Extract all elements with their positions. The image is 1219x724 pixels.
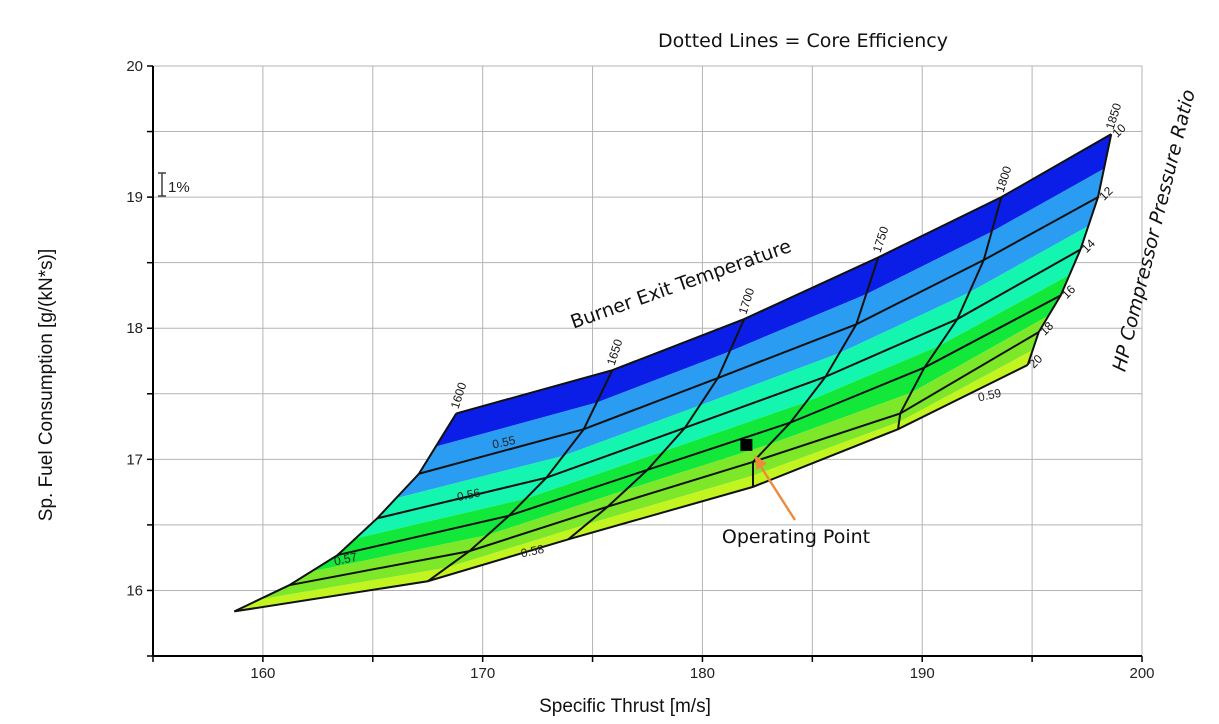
y-tick-label: 16 — [126, 582, 143, 599]
temperature-label: 1750 — [870, 224, 892, 254]
pressure-ratio-line — [456, 133, 1112, 415]
x-tick-label: 180 — [690, 665, 715, 682]
x-tick-label: 200 — [1129, 665, 1154, 682]
temperature-label: 1700 — [736, 286, 758, 316]
x-tick-label: 160 — [250, 665, 275, 682]
color-band — [377, 225, 1089, 519]
x-axis-title: Specific Thrust [m/s] — [539, 696, 711, 717]
pressure-ratio-line — [376, 248, 1081, 520]
temperature-line — [567, 318, 746, 541]
scale-marker: 1% — [158, 172, 190, 197]
color-band — [337, 274, 1070, 556]
temperature-label: 1600 — [448, 380, 470, 410]
temperature-label: 1800 — [993, 164, 1015, 194]
carpet-mesh — [233, 133, 1113, 613]
temperature-line — [427, 369, 614, 583]
pressure-ratio-bands — [234, 134, 1112, 612]
temperature-line — [233, 412, 458, 613]
pressure-ratio-line — [234, 364, 1029, 613]
scale-marker-label: 1% — [168, 179, 190, 196]
x-tick-label: 170 — [470, 665, 495, 682]
color-band — [395, 197, 1099, 499]
color-band — [435, 134, 1112, 447]
temperature-line — [897, 196, 1003, 430]
operating-point-arrowhead — [754, 454, 767, 470]
pressure-ratio-line — [289, 331, 1040, 587]
y-axis-title: Sp. Fuel Consumption [g/(kN*s)] — [36, 249, 57, 521]
core-efficiency-label: 0.57 — [333, 550, 359, 569]
core-efficiency-label: 0.55 — [491, 433, 517, 452]
y-tick-label: 19 — [126, 189, 143, 206]
operating-point-annotation: Operating Point — [722, 438, 870, 548]
chart-title: Dotted Lines = Core Efficiency — [658, 30, 948, 52]
y-tick-label: 18 — [126, 320, 143, 337]
operating-point-label: Operating Point — [722, 526, 870, 548]
color-band — [355, 249, 1081, 539]
y-tick-label: 20 — [126, 58, 143, 75]
temperature-label: 1650 — [604, 337, 626, 367]
pressure-ratio-line — [418, 196, 1099, 475]
color-band — [418, 168, 1104, 474]
core-efficiency-label: 0.56 — [456, 485, 482, 504]
core-efficiency-label: 0.59 — [977, 386, 1003, 405]
operating-point-arrow — [757, 462, 797, 521]
y-tick-label: 17 — [126, 451, 143, 468]
pressure-ratio-line — [337, 294, 1062, 557]
temperature-line — [1026, 133, 1113, 366]
operating-point-marker — [740, 438, 753, 451]
axes: 160 170 180 190 200 16 17 18 19 20 — [126, 58, 1154, 682]
core-efficiency-label: 0.58 — [520, 542, 546, 561]
x-tick-label: 190 — [910, 665, 935, 682]
temperature-line — [751, 257, 880, 487]
